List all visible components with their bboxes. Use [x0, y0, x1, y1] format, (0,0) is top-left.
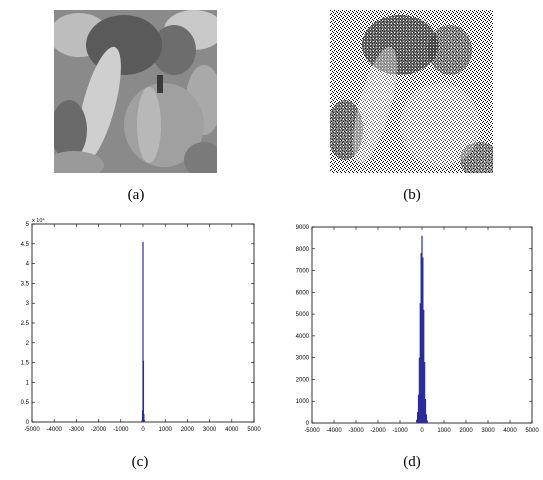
x-tick-label: 4000 [503, 428, 517, 434]
histogram-bar [143, 420, 145, 422]
y-tick-label: 4000 [296, 334, 310, 340]
x-tick-label: -5000 [24, 427, 40, 433]
histogram-bar [423, 309, 425, 423]
y-tick-label: 4.5 [21, 242, 30, 248]
y-tick-label: 7000 [296, 269, 310, 275]
peppers-image [54, 10, 217, 173]
y-tick-label: 3000 [296, 356, 310, 362]
histogram-bar [418, 357, 420, 423]
x-tick-label: -1000 [392, 428, 408, 434]
y-tick-label: 0.5 [21, 400, 30, 406]
x-tick-label: 4000 [225, 427, 239, 433]
y-tick-label: 2 [26, 341, 30, 347]
y-tick-label: 4 [26, 262, 30, 268]
x-tick-label: 3000 [481, 428, 495, 434]
histogram-bar [424, 362, 426, 423]
y-tick-label: 1.5 [21, 361, 30, 367]
histogram-bar [421, 235, 423, 423]
caption-c: (c) [131, 454, 149, 470]
y-tick-label: 2.5 [21, 321, 30, 327]
scrambled-image [330, 10, 493, 173]
x-tick-label: -2000 [370, 428, 386, 434]
histogram-bar [417, 394, 420, 423]
y-tick-label: 6000 [296, 290, 310, 296]
x-tick-label: 2000 [459, 428, 473, 434]
y-tick-label: 9000 [296, 225, 310, 231]
x-tick-label: -5000 [304, 428, 320, 434]
x-tick-label: -3000 [348, 428, 364, 434]
histogram-bar [420, 253, 422, 423]
y-tick-label: 0 [306, 421, 310, 427]
noisy-photo-icon [330, 10, 493, 173]
x-tick-label: 2000 [181, 427, 195, 433]
x-tick-label: 5000 [525, 428, 539, 434]
histogram-bar [142, 360, 145, 422]
x-tick-label: 1000 [437, 428, 451, 434]
y-tick-label: 2000 [296, 377, 310, 383]
histogram-chart-c: -5000 -4000 -3000 -2000 -1000 0 1000 2000 3000 40… [21, 217, 262, 433]
caption-b: (b) [403, 187, 421, 203]
x-tick-label: -2000 [91, 427, 107, 433]
x-tick-label: -3000 [69, 427, 85, 433]
histogram-bar [426, 420, 428, 423]
histogram-chart-d: -5000 -4000 -3000 -2000 -1000 0 1000 2000 3000 40… [296, 225, 540, 434]
histogram-bar [417, 412, 419, 423]
histogram-bar [142, 241, 144, 422]
x-tick-label: 5000 [247, 427, 261, 433]
caption-a: (a) [127, 187, 145, 203]
y-tick-label: 8000 [296, 247, 310, 253]
y-tick-label: 3.5 [21, 281, 30, 287]
x-tick-label: -4000 [326, 428, 342, 434]
y-exponent-label: x 10⁴ [32, 217, 45, 224]
y-tick-label: 0 [26, 420, 30, 426]
y-tick-label: 1000 [296, 399, 310, 405]
caption-d: (d) [403, 454, 421, 470]
histogram-bar [419, 303, 421, 423]
histogram-bar [425, 414, 427, 423]
y-tick-label: 5 [26, 222, 30, 228]
peppers-photo-icon [54, 10, 217, 173]
x-tick-label: 0 [141, 427, 145, 433]
histogram-bar [416, 419, 418, 423]
x-tick-label: 3000 [203, 427, 217, 433]
y-tick-label: 3 [26, 301, 30, 307]
histogram-bar [143, 414, 145, 422]
histogram-bar [422, 257, 424, 423]
y-tick-label: 5000 [296, 312, 310, 318]
x-tick-label: -4000 [47, 427, 63, 433]
x-tick-label: 0 [420, 428, 424, 434]
x-tick-label: -1000 [113, 427, 129, 433]
x-tick-label: 1000 [159, 427, 173, 433]
y-tick-label: 1 [26, 380, 30, 386]
histogram-bar [424, 399, 427, 423]
